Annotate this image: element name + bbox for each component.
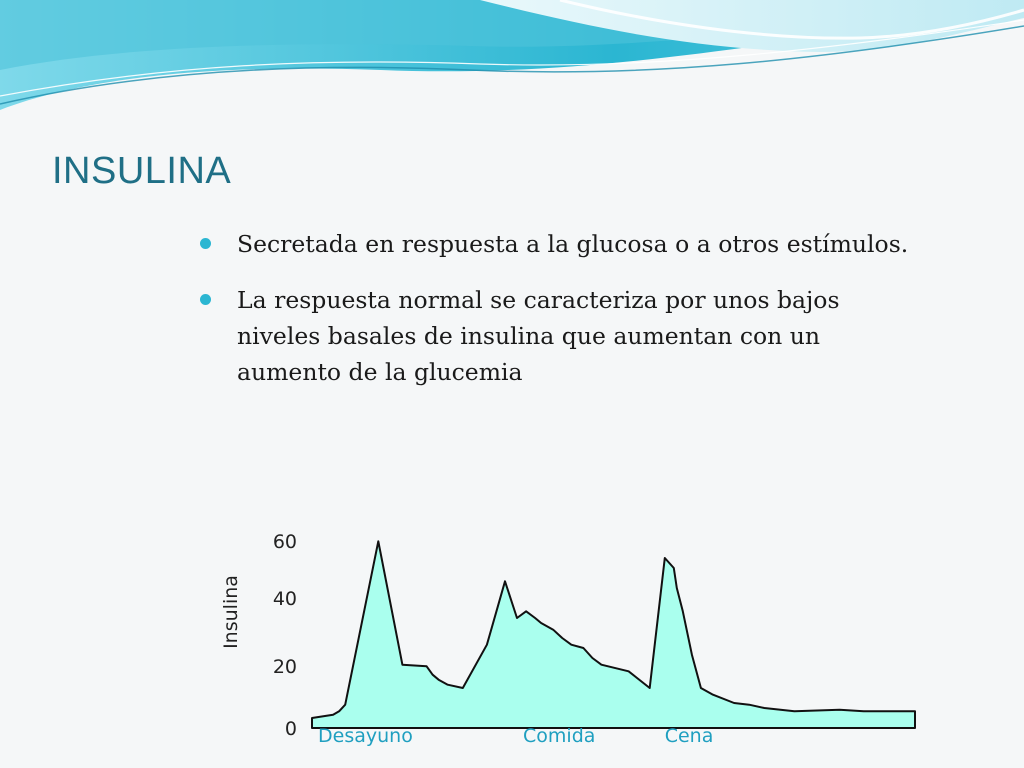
slide-title: INSULINA — [52, 150, 232, 192]
bullet-text: Secretada en respuesta a la glucosa o a … — [237, 230, 909, 258]
meal-label: Cena — [665, 725, 714, 747]
meal-label: Desayuno — [318, 725, 413, 747]
y-tick-label: 40 — [273, 588, 297, 610]
bullet-dot-icon — [200, 294, 211, 305]
y-tick-label: 0 — [285, 718, 297, 740]
bullet-list: Secretada en respuesta a la glucosa o a … — [200, 226, 920, 410]
y-axis-label: Insulina — [220, 575, 242, 649]
y-tick-labels: 0 20 40 60 — [273, 531, 297, 740]
bullet-item: Secretada en respuesta a la glucosa o a … — [200, 226, 920, 262]
meal-label: Comida — [523, 725, 595, 747]
y-tick-label: 60 — [273, 531, 297, 553]
insulin-area-series — [311, 540, 916, 729]
bullet-text: La respuesta normal se caracteriza por u… — [237, 286, 840, 386]
bullet-item: La respuesta normal se caracteriza por u… — [200, 282, 920, 390]
header-wave-decoration — [0, 0, 1024, 110]
bullet-dot-icon — [200, 238, 211, 249]
meal-labels: Desayuno Comida Cena — [318, 725, 713, 747]
y-tick-label: 20 — [273, 656, 297, 678]
